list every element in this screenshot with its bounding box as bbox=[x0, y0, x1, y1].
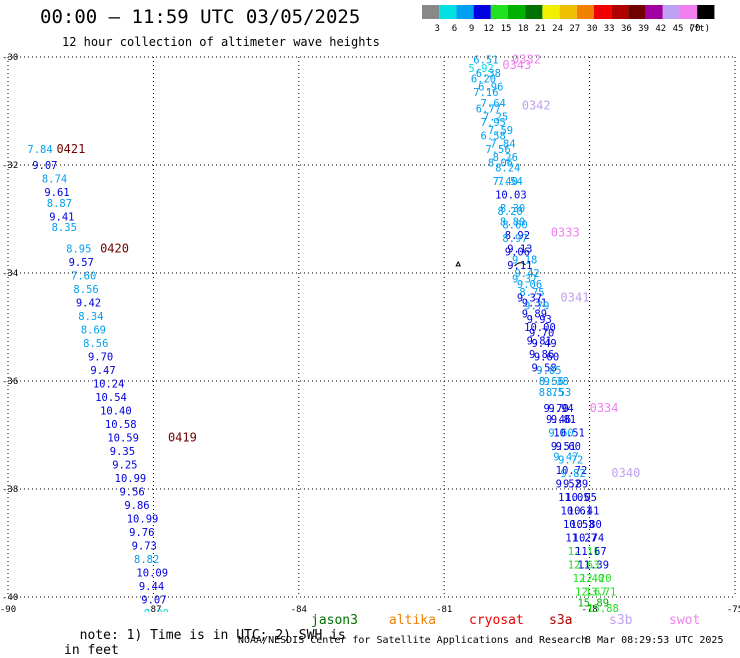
swh-value-label: 9.44 bbox=[139, 581, 164, 593]
pass-time-label: 0420 bbox=[100, 242, 129, 256]
satellite-s3a: s3a bbox=[549, 613, 572, 628]
swh-value-label: 10.51 bbox=[553, 427, 585, 439]
lat-tick-label: -34 bbox=[2, 269, 18, 279]
swh-value-label: 8.95 bbox=[66, 244, 91, 256]
swh-value-label: 10.59 bbox=[107, 433, 139, 445]
swh-value-label: 9.47 bbox=[90, 365, 115, 377]
swh-value-label: 7.60 bbox=[71, 271, 96, 283]
swh-value-label: 10.58 bbox=[105, 419, 137, 431]
lon-tick-label: -90 bbox=[0, 605, 16, 612]
altimeter-map: -90-87-84-81-78-75-30-32-34-36-38-40 7.8… bbox=[0, 0, 740, 612]
swh-value-label: 9.07 bbox=[32, 160, 57, 172]
swh-value-label: 8.82 bbox=[134, 554, 159, 566]
pass-time-label: 0333 bbox=[551, 226, 580, 240]
swh-value-label: 10.05 bbox=[565, 492, 597, 504]
satellite-cryosat: cryosat bbox=[469, 613, 524, 628]
swh-value-label: 10.74 bbox=[573, 533, 605, 545]
swh-value-label: 9.07 bbox=[141, 595, 166, 607]
swh-value-label: 8.87 bbox=[47, 198, 72, 210]
lon-tick-label: -81 bbox=[436, 605, 452, 612]
satellite-s3b: s3b bbox=[609, 613, 632, 628]
swh-value-label: 12.20 bbox=[580, 573, 612, 585]
pass-time-label: 0342 bbox=[522, 99, 551, 113]
pass-time-label: 0341 bbox=[561, 290, 590, 304]
lat-lon-grid bbox=[8, 57, 735, 597]
note-unit: in feet bbox=[64, 643, 119, 658]
lat-tick-label: -40 bbox=[2, 593, 18, 603]
swh-value-label: 8.24 bbox=[495, 163, 520, 175]
swh-value-label: 8.35 bbox=[52, 222, 77, 234]
swh-value-label: 8.34 bbox=[78, 311, 103, 323]
swh-value-label: 8.53 bbox=[546, 387, 571, 399]
swh-value-label: 7.84 bbox=[27, 144, 52, 156]
swh-value-label: 9.56 bbox=[119, 487, 144, 499]
satellite-jason3: jason3 bbox=[311, 613, 358, 628]
pass-time-label: 0343 bbox=[502, 58, 531, 72]
swh-value-label: 7.54 bbox=[498, 176, 523, 188]
swh-value-label: 15.88 bbox=[587, 603, 619, 612]
swh-value-label: 8.69 bbox=[81, 325, 106, 337]
lat-tick-label: -38 bbox=[2, 485, 18, 495]
swh-value-label: 9.35 bbox=[110, 446, 135, 458]
swh-value-label: 10.03 bbox=[495, 190, 527, 202]
swh-value-label: 9.25 bbox=[112, 460, 137, 472]
swh-value-label: 11.67 bbox=[575, 546, 607, 558]
pass-time-label: 0340 bbox=[611, 466, 640, 480]
island-outline bbox=[456, 262, 460, 266]
swh-value-label: 9.70 bbox=[88, 352, 113, 364]
pass-time-label: 0421 bbox=[56, 142, 85, 156]
swh-value-label: 9.89 bbox=[563, 479, 588, 491]
satellite-altika: altika bbox=[389, 613, 436, 628]
swh-value-label: 9.81 bbox=[551, 414, 576, 426]
lat-tick-label: -32 bbox=[2, 161, 18, 171]
generation-timestamp: 8 Mar 08:29:53 UTC 2025 bbox=[585, 635, 723, 646]
pass-time-label: 0419 bbox=[168, 431, 197, 445]
swh-value-label: 10.24 bbox=[93, 379, 125, 391]
lat-tick-label: -30 bbox=[2, 53, 18, 63]
swh-value-label: 8.74 bbox=[42, 174, 67, 186]
swh-value-label: 8.56 bbox=[73, 284, 98, 296]
pass-time-label: 0334 bbox=[590, 401, 619, 415]
lat-tick-label: -36 bbox=[2, 377, 18, 387]
swh-value-label: 10.09 bbox=[136, 568, 168, 580]
credit-text: NOAA/NESDIS Center for Satellite Applica… bbox=[238, 635, 587, 646]
swh-value-label: 10.99 bbox=[127, 514, 159, 526]
lon-tick-label: -75 bbox=[727, 605, 740, 612]
swh-value-label: 10.54 bbox=[95, 392, 127, 404]
swh-value-label: 9.86 bbox=[124, 500, 149, 512]
swh-value-label: 9.76 bbox=[129, 527, 154, 539]
lon-tick-label: -84 bbox=[291, 605, 307, 612]
swh-value-label: 10.99 bbox=[115, 473, 147, 485]
swh-value-label: 11.39 bbox=[577, 560, 609, 572]
swh-value-label: 10.40 bbox=[100, 406, 132, 418]
swh-value-label: 10.41 bbox=[568, 506, 600, 518]
swh-value-label: 8.56 bbox=[83, 338, 108, 350]
swh-value-label: 10.80 bbox=[570, 519, 602, 531]
axis-tick-labels: -90-87-84-81-78-75-30-32-34-36-38-40 bbox=[0, 53, 740, 612]
swh-value-label: 9.73 bbox=[132, 541, 157, 553]
swh-value-label: 9.42 bbox=[76, 298, 101, 310]
wave-height-observations: 7.849.078.749.618.879.418.358.959.577.60… bbox=[27, 55, 618, 612]
satellite-swot: swot bbox=[669, 613, 700, 628]
swh-value-label: 9.57 bbox=[69, 257, 94, 269]
swh-value-label: 9.00 bbox=[144, 608, 169, 612]
